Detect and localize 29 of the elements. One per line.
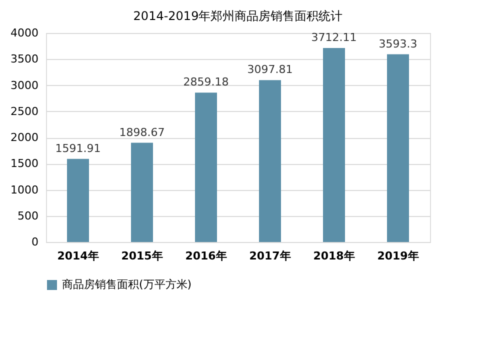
y-tick-label: 1500: [10, 157, 38, 170]
data-label: 1898.67: [119, 126, 165, 139]
data-label: 3712.11: [311, 31, 357, 44]
y-tick-label: 2000: [10, 131, 38, 144]
bar: [67, 158, 89, 242]
x-tick-label: 2017年: [249, 250, 291, 262]
data-label: 3593.3: [378, 37, 418, 50]
legend-label: 商品房销售面积(万平方米): [62, 278, 192, 291]
y-tick-label: 4000: [10, 26, 38, 40]
y-tick-label: 0: [32, 236, 38, 248]
x-tick-label: 2019年: [377, 250, 419, 262]
x-tick-label: 2014年: [57, 250, 99, 262]
bar: [131, 142, 153, 242]
data-label: 3097.81: [247, 63, 293, 76]
x-tick-label: 2016年: [185, 250, 227, 262]
bar: [387, 54, 409, 242]
data-label: 1591.91: [55, 142, 101, 155]
bar: [259, 80, 281, 242]
y-tick-label: 500: [18, 209, 38, 222]
y-tick-label: 1000: [10, 183, 38, 196]
chart-title: 2014-2019年郑州商品房销售面积统计: [133, 9, 343, 23]
x-tick-label: 2015年: [121, 250, 163, 262]
y-tick-label: 3000: [10, 78, 38, 92]
y-tick-label: 2500: [10, 104, 38, 118]
x-tick-label: 2018年: [313, 250, 355, 262]
y-tick-label: 3500: [10, 52, 38, 66]
bar: [323, 48, 345, 242]
bar: [195, 92, 217, 242]
data-label: 2859.18: [183, 76, 229, 89]
